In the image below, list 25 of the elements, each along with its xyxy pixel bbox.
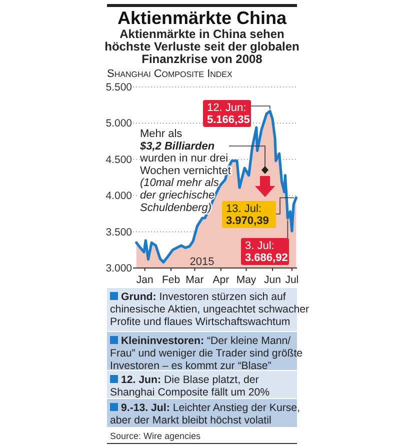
y-tick-label: 5.000	[106, 118, 132, 130]
x-tick-label: Jan	[136, 274, 154, 286]
chart-subtitle: Aktienmärkte in China sehen höchste Verluste seit der globalen Finanzkrise von 2008	[104, 27, 300, 66]
x-tick-label: May	[236, 274, 257, 286]
annotation: 12. Jun: 5.166,35	[207, 102, 250, 126]
x-tick-label: Jun	[264, 274, 282, 286]
text: Kleininvestoren: “Der kleine Mann/ Frau” und weniger die Trader sind größte Investoren – es kommt zur “Blase”	[110, 335, 303, 372]
y-axis-title: Shanghai Composite Index	[107, 68, 234, 80]
x-tick-label: Feb	[162, 274, 180, 286]
x-tick-label: Apr	[212, 274, 230, 286]
y-tick-label: 3.000	[106, 262, 132, 274]
source-note: Source: Wire agencies	[110, 431, 202, 441]
text: 9.-13. Jul: Leichter Anstieg der Kurse, aber der Markt bleibt höchst volatil	[110, 402, 300, 426]
y-tick-label: 5.500	[106, 82, 132, 94]
annotation: 3. Jul: 3.686,92	[245, 240, 288, 264]
x-tick-label: Jul	[285, 274, 299, 286]
y-tick-label: 3.500	[106, 226, 132, 238]
annotation: 2015	[190, 256, 214, 268]
y-tick-label: 4.500	[106, 154, 132, 166]
chart-title: Aktienmärkte China	[117, 8, 288, 28]
x-tick-label: Mar	[186, 274, 204, 286]
text: Grund: Investoren stürzen sich auf chinesische Aktien, ungeachtet schwacher Profite und flaues Wirtschaftswachtum	[110, 291, 310, 328]
text: 12. Jun: Die Blase platzt, der Shanghai Composite fällt um 20%	[110, 374, 270, 398]
annotation: 13. Jul: 3.970,39	[226, 203, 269, 227]
y-tick-label: 4.000	[106, 190, 132, 202]
